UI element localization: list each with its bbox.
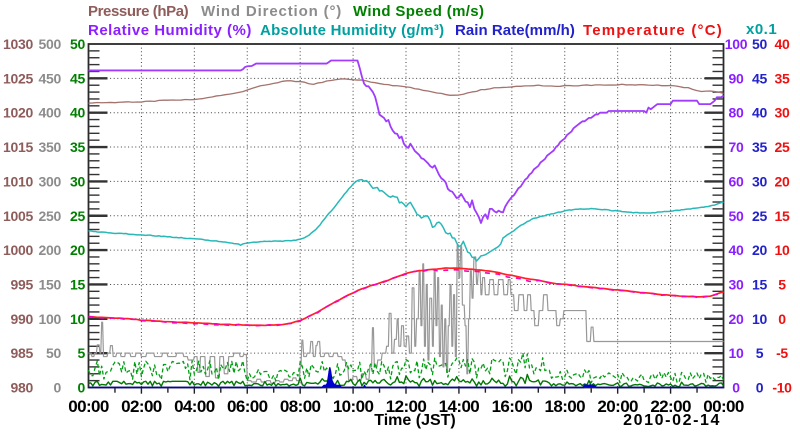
y-tick-label-wind_speed: 50	[70, 36, 85, 52]
y-tick-label-wind_direction: 400	[39, 105, 62, 121]
legend-wind-speed: Wind Speed (m/s)	[353, 3, 485, 20]
y-tick-label-wind_direction: 0	[54, 380, 62, 396]
series-rain-rate-line	[88, 367, 724, 389]
x-tick-label: 18:00	[545, 397, 586, 416]
y-tick-label-wind_direction: 250	[39, 208, 62, 224]
series-wind-speed-gust--line	[88, 352, 724, 384]
y-tick-label-wind_speed: 30	[70, 173, 85, 189]
y-tick-label-humidity: 100	[725, 36, 748, 52]
x-tick-label: 20:00	[597, 397, 638, 416]
y-tick-label-temperature: 20	[775, 173, 790, 189]
y-tick-label-temperature: 15	[775, 208, 790, 224]
y-tick-label-rain_rate: 25	[752, 208, 767, 224]
legend-wind-direction: Wind Direction (°)	[201, 3, 343, 20]
y-tick-label-wind_direction: 150	[39, 276, 62, 292]
y-tick-label-rain_rate: 5	[756, 345, 764, 361]
y-tick-label-temperature: -5	[776, 345, 788, 361]
x-tick-label: 06:00	[227, 397, 268, 416]
y-tick-label-temperature: 40	[775, 36, 790, 52]
y-tick-label-humidity: 20	[729, 311, 744, 327]
y-tick-label-rain_rate: 0	[756, 380, 764, 396]
y-tick-label-wind_speed: 0	[78, 380, 86, 396]
y-tick-label-humidity: 80	[729, 105, 744, 121]
y-tick-label-humidity: 90	[729, 70, 744, 86]
y-tick-label-pressure: 980	[11, 380, 34, 396]
y-tick-label-rain_rate: 50	[752, 36, 767, 52]
x-tick-label: 14:00	[439, 397, 480, 416]
y-tick-label-pressure: 1030	[3, 36, 33, 52]
y-tick-label-temperature: 30	[775, 105, 790, 121]
x-tick-label: 02:00	[121, 397, 162, 416]
y-tick-label-pressure: 1000	[3, 242, 33, 258]
y-tick-label-temperature: 0	[778, 311, 786, 327]
y-tick-label-temperature: 5	[778, 276, 786, 292]
y-tick-label-wind_direction: 300	[39, 173, 62, 189]
y-tick-label-pressure: 1020	[3, 105, 33, 121]
y-tick-label-wind_speed: 35	[70, 139, 85, 155]
y-tick-label-wind_direction: 200	[39, 242, 62, 258]
x-tick-label: 10:00	[333, 397, 374, 416]
x-tick-label: 22:00	[650, 397, 691, 416]
series-wind-direction-line	[88, 244, 724, 384]
y-tick-label-pressure: 1010	[3, 173, 33, 189]
x-tick-label: 00:00	[703, 397, 744, 416]
y-tick-label-wind_speed: 10	[70, 311, 85, 327]
y-tick-label-humidity: 70	[729, 139, 744, 155]
legend-rain-rate: Rain Rate(mm/h)	[455, 22, 575, 39]
y-tick-label-rain_rate: 45	[752, 70, 767, 86]
y-tick-label-pressure: 1025	[3, 70, 33, 86]
x-tick-label: 04:00	[174, 397, 215, 416]
series-pressure-line	[88, 78, 724, 104]
y-tick-label-pressure: 1015	[3, 139, 33, 155]
y-tick-label-humidity: 50	[729, 208, 744, 224]
y-tick-label-rain_rate: 35	[752, 139, 767, 155]
y-tick-label-wind_speed: 45	[70, 70, 85, 86]
series-temperature-dashed-overlay--line	[88, 268, 724, 327]
legend-temperature: Temperature (°C)	[583, 22, 723, 39]
legend-pressure: Pressure (hPa)	[88, 3, 189, 20]
series-relative-humidity-line	[88, 59, 724, 224]
y-tick-label-wind_speed: 5	[78, 345, 86, 361]
y-tick-label-humidity: 60	[729, 173, 744, 189]
y-tick-label-temperature: 25	[775, 139, 790, 155]
y-tick-label-rain_rate: 10	[752, 311, 767, 327]
y-tick-label-temperature: 10	[775, 242, 790, 258]
y-tick-label-wind_speed: 20	[70, 242, 85, 258]
y-tick-label-wind_speed: 25	[70, 208, 85, 224]
y-tick-label-temperature: 35	[775, 70, 790, 86]
y-tick-label-rain_rate: 15	[752, 276, 767, 292]
y-tick-label-temperature: -10	[772, 380, 792, 396]
x-tick-label: 08:00	[280, 397, 321, 416]
legend-relative-humidity: Relative Humidity (%)	[88, 22, 252, 39]
y-tick-label-pressure: 990	[11, 311, 34, 327]
scale-note-x0.1: x0.1	[746, 21, 778, 38]
legend-absolute-humidity: Absolute Humidity (g/m³)	[260, 22, 445, 39]
y-tick-label-humidity: 40	[729, 242, 744, 258]
y-tick-label-wind_speed: 40	[70, 105, 85, 121]
y-tick-label-pressure: 1005	[3, 208, 33, 224]
y-tick-label-pressure: 985	[11, 345, 34, 361]
y-tick-label-wind_direction: 350	[39, 139, 62, 155]
x-tick-label: 12:00	[386, 397, 427, 416]
y-tick-label-rain_rate: 40	[752, 105, 767, 121]
y-tick-label-wind_direction: 50	[46, 345, 61, 361]
x-axis-title: Time (JST)	[374, 412, 456, 429]
y-tick-label-wind_direction: 500	[39, 36, 62, 52]
series-absolute-humidity-x10-line	[88, 178, 724, 262]
date-label: 2010-02-14	[623, 412, 721, 429]
y-tick-label-humidity: 10	[729, 345, 744, 361]
x-tick-label: 16:00	[492, 397, 533, 416]
y-tick-label-wind_direction: 100	[39, 311, 62, 327]
x-tick-label: 00:00	[68, 397, 109, 416]
y-tick-label-humidity: 0	[732, 380, 740, 396]
y-tick-label-rain_rate: 30	[752, 173, 767, 189]
y-tick-label-humidity: 30	[729, 276, 744, 292]
y-tick-label-pressure: 995	[11, 276, 34, 292]
y-tick-label-wind_direction: 450	[39, 70, 62, 86]
y-tick-label-rain_rate: 20	[752, 242, 767, 258]
y-tick-label-wind_speed: 15	[70, 276, 85, 292]
series-wind-speed-average--line	[88, 373, 724, 388]
